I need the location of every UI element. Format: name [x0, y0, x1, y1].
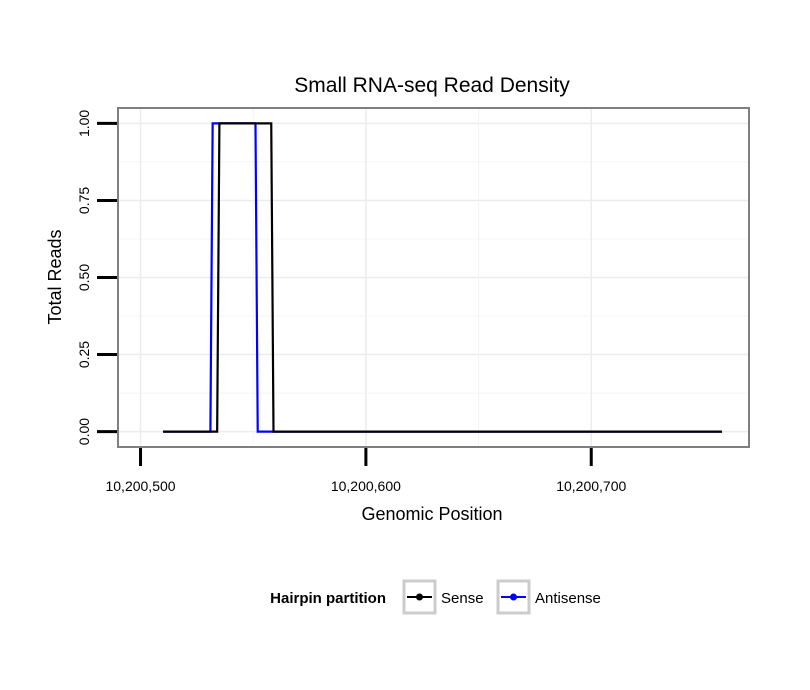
legend-key-point: [510, 593, 517, 601]
legend-title: Hairpin partition: [270, 590, 386, 607]
legend: Hairpin partition Sense Antisense: [270, 579, 601, 615]
chart-title: Small RNA-seq Read Density: [294, 74, 570, 97]
y-axis-label: Total Reads: [45, 229, 65, 324]
legend-label: Antisense: [535, 590, 601, 607]
y-tick-label: 1.00: [76, 110, 92, 137]
plot-panel-border: [117, 107, 750, 448]
y-tick-label: 0.25: [76, 341, 92, 368]
legend-key-point: [416, 593, 423, 601]
series-line-sense: [163, 122, 722, 433]
legend-label: Sense: [441, 590, 484, 607]
y-tick-label: 0.75: [76, 187, 92, 214]
x-tick-label: 10,200,500: [105, 478, 175, 494]
legend-item-antisense: Antisense: [496, 579, 601, 615]
x-tick-label: 10,200,700: [556, 478, 626, 494]
y-axis: 0.00 0.25 0.50 0.75 1.00: [76, 110, 117, 445]
series-layer: [163, 122, 722, 433]
y-tick-label: 0.00: [76, 418, 92, 445]
x-axis-label: Genomic Position: [361, 504, 502, 524]
x-tick-label: 10,200,600: [331, 478, 401, 494]
y-tick-label: 0.50: [76, 264, 92, 291]
legend-item-sense: Sense: [402, 579, 484, 615]
x-axis: 10,200,500 10,200,600 10,200,700: [105, 448, 626, 494]
